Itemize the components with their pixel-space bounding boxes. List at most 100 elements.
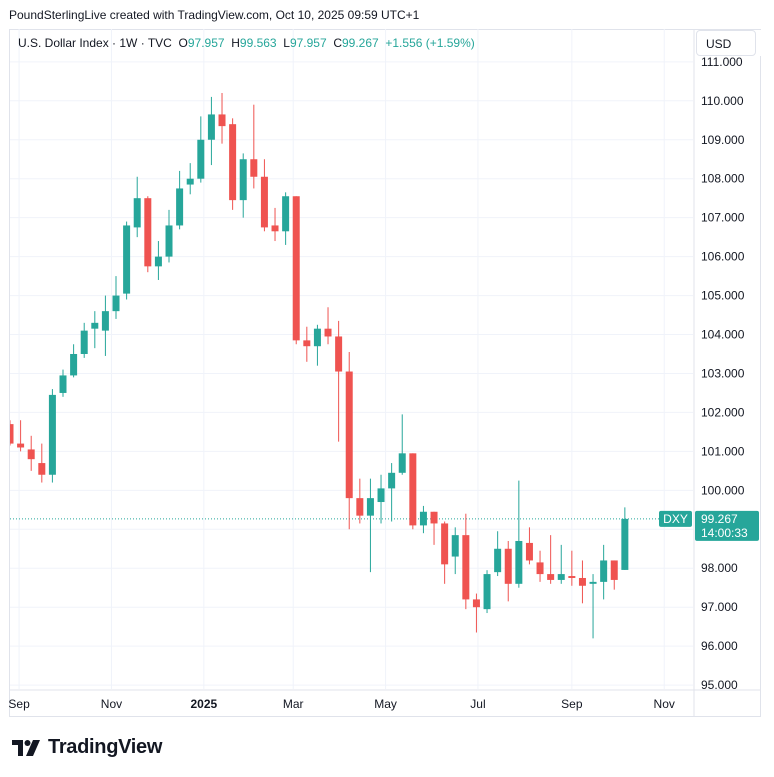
- legend-high-value: 99.563: [239, 36, 277, 50]
- candle: [218, 93, 226, 144]
- candle-body: [80, 330, 88, 354]
- candle: [282, 192, 290, 245]
- y-tick-label: 102.000: [701, 405, 745, 419]
- candle: [59, 369, 67, 397]
- candle-body: [313, 328, 321, 347]
- symbol-tag-label: DXY: [663, 512, 688, 526]
- candle-body: [451, 535, 459, 557]
- candle-body: [154, 256, 162, 267]
- candle: [621, 507, 629, 570]
- legend-low-value: 97.957: [289, 36, 327, 50]
- candle: [568, 550, 576, 586]
- candle-body: [165, 225, 173, 257]
- candle-body: [197, 139, 205, 179]
- y-tick-label: 96.000: [701, 639, 738, 653]
- x-tick-label: Sep: [561, 697, 583, 711]
- legend-low-label: L: [283, 36, 290, 50]
- y-tick-label: 109.000: [701, 133, 745, 147]
- candle: [165, 209, 173, 263]
- candle: [154, 241, 162, 280]
- y-tick-label: 106.000: [701, 250, 745, 264]
- candle-body: [10, 424, 14, 444]
- x-tick-label: 2025: [190, 697, 217, 711]
- symbol-tag: [659, 510, 692, 527]
- candle: [10, 420, 14, 446]
- candle: [207, 96, 215, 166]
- candle-body: [345, 371, 353, 499]
- candle: [313, 324, 321, 366]
- candle-body: [504, 548, 512, 584]
- y-tick-label: 111.000: [701, 55, 743, 69]
- candle: [536, 550, 544, 582]
- y-tick-label: 105.000: [701, 289, 745, 303]
- candle-body: [568, 576, 576, 578]
- legend-close-value: 99.267: [342, 36, 379, 50]
- candle-body: [366, 498, 374, 516]
- candle: [229, 118, 237, 210]
- candle: [324, 307, 332, 345]
- candle-body: [176, 188, 184, 226]
- candle: [292, 196, 300, 345]
- candle-body: [239, 159, 247, 201]
- candle: [441, 521, 449, 584]
- candle-body: [409, 453, 417, 526]
- candle: [112, 276, 120, 319]
- candle: [303, 326, 311, 362]
- candle: [335, 320, 343, 442]
- candle: [27, 435, 35, 471]
- candle-body: [303, 340, 311, 347]
- y-tick-label: 97.000: [701, 600, 738, 614]
- candle-body: [515, 540, 523, 584]
- candle-body: [547, 574, 555, 580]
- y-tick-label: 107.000: [701, 211, 745, 225]
- candle: [260, 159, 268, 232]
- tradingview-wordmark: TradingView: [48, 736, 163, 758]
- chart-frame: [9, 29, 761, 717]
- candle-body: [589, 581, 597, 584]
- candle: [250, 104, 258, 189]
- candle: [38, 443, 46, 483]
- candle: [515, 480, 523, 588]
- chart-credit: PoundSterlingLive created with TradingVi…: [9, 8, 420, 22]
- candle-body: [282, 196, 290, 232]
- y-tick-label: 108.000: [701, 172, 745, 186]
- candle-body: [292, 196, 300, 341]
- candle-body: [578, 577, 586, 586]
- candle: [186, 163, 194, 195]
- candle: [70, 344, 78, 378]
- candle-body: [250, 159, 258, 177]
- candle-body: [356, 498, 364, 516]
- candle-body: [48, 394, 56, 475]
- candle: [176, 170, 184, 230]
- candle: [48, 389, 56, 483]
- candle: [80, 322, 88, 358]
- candle: [494, 531, 502, 577]
- candle: [504, 540, 512, 602]
- y-tick-label: 98.000: [701, 561, 738, 575]
- candle-body: [419, 511, 427, 526]
- candle: [271, 207, 279, 242]
- currency-button[interactable]: USD: [696, 30, 756, 56]
- candle-body: [27, 449, 35, 460]
- candle-body: [271, 225, 279, 232]
- candle: [388, 463, 396, 522]
- candle-body: [472, 599, 480, 608]
- legend-open-value: 97.957: [187, 36, 225, 50]
- candle-body: [91, 322, 99, 329]
- candle-body: [123, 225, 131, 294]
- last-price-tag: [695, 510, 759, 541]
- candle-body: [377, 488, 385, 503]
- candle-body: [525, 542, 533, 561]
- x-tick-label: Sep: [8, 697, 30, 711]
- candle-body: [335, 336, 343, 372]
- candle: [525, 527, 533, 565]
- candle-body: [260, 176, 268, 228]
- legend-high-label: H: [231, 36, 240, 50]
- candle-body: [610, 560, 618, 580]
- candle: [600, 544, 608, 600]
- candle-body: [483, 574, 491, 610]
- candle-body: [144, 198, 152, 267]
- y-tick-label: 100.000: [701, 483, 745, 497]
- legend-open-label: O: [178, 36, 188, 50]
